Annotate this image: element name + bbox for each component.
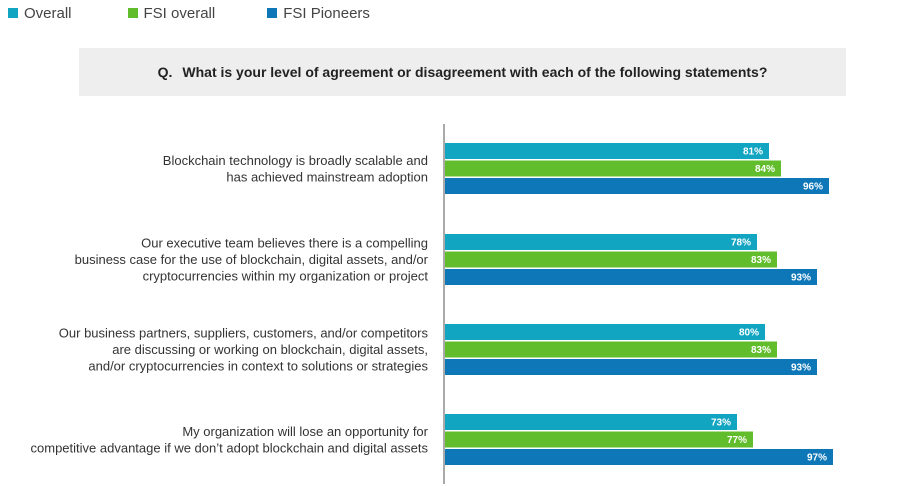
category-label-line: has achieved mainstream adoption bbox=[226, 169, 428, 184]
bar-value-label: 93% bbox=[791, 363, 811, 374]
bar-fsi-overall bbox=[445, 160, 781, 177]
bar-overall bbox=[445, 234, 757, 250]
legend-swatch-fsi-pioneers bbox=[267, 8, 278, 18]
bar-fsi-overall bbox=[445, 341, 777, 358]
question-prefix: Q. bbox=[157, 64, 173, 80]
legend-item-fsi-overall: FSI overall bbox=[127, 4, 216, 22]
bar-value-label: 73% bbox=[711, 418, 731, 429]
bar-value-label: 83% bbox=[751, 345, 771, 356]
legend-item-fsi-pioneers: FSI Pioneers bbox=[267, 5, 370, 22]
legend-label-fsi-pioneers: FSI Pioneers bbox=[283, 4, 370, 22]
category-label: Our executive team believes there is a c… bbox=[75, 236, 429, 284]
bar-value-label: 96% bbox=[803, 182, 823, 193]
question-text: Q. What is your level of agreement or dis… bbox=[158, 64, 768, 80]
legend-swatch-overall bbox=[8, 8, 18, 18]
bar-value-label: 93% bbox=[791, 273, 811, 284]
bar-value-label: 97% bbox=[807, 453, 827, 464]
category-label-line: Our executive team believes there is a c… bbox=[141, 236, 428, 251]
bar-fsi-pioneers bbox=[445, 359, 817, 375]
bar-value-label: 78% bbox=[731, 238, 751, 249]
bar-fsi-pioneers bbox=[445, 269, 817, 285]
bar-overall bbox=[445, 143, 769, 159]
category-label: My organization will lose an opportunity… bbox=[31, 424, 429, 456]
bar-fsi-pioneers bbox=[445, 449, 833, 465]
question-box: Q. What is your level of agreement or dis… bbox=[79, 48, 846, 96]
category-label: Blockchain technology is broadly scalabl… bbox=[163, 153, 428, 185]
legend-label-overall: Overall bbox=[24, 4, 72, 22]
bar-overall bbox=[445, 324, 765, 340]
bar-value-label: 83% bbox=[751, 255, 771, 266]
bar-value-label: 77% bbox=[727, 435, 747, 446]
bar-fsi-pioneers bbox=[445, 178, 829, 194]
category-label-line: business case for the use of blockchain,… bbox=[75, 252, 429, 267]
chart-legend: Overall FSI overall FSI Pioneers bbox=[8, 4, 370, 22]
category-label-line: Blockchain technology is broadly scalabl… bbox=[163, 153, 428, 168]
legend-item-overall: Overall bbox=[8, 5, 72, 22]
bar-value-label: 81% bbox=[743, 147, 763, 158]
category-label-line: cryptocurrencies within my organization … bbox=[143, 269, 429, 284]
bar-value-label: 80% bbox=[739, 328, 759, 339]
category-label-line: Our business partners, suppliers, custom… bbox=[59, 326, 429, 341]
question-statement: What is your level of agreement or disag… bbox=[182, 64, 768, 80]
category-label-line: My organization will lose an opportunity… bbox=[182, 424, 428, 439]
category-label-line: are discussing or working on blockchain,… bbox=[112, 342, 428, 357]
legend-label-fsi-overall: FSI overall bbox=[143, 4, 216, 22]
bar-fsi-overall bbox=[445, 251, 777, 268]
category-label-line: and/or cryptocurrencies in context to so… bbox=[88, 359, 428, 374]
bar-overall bbox=[445, 414, 737, 430]
category-label-line: competitive advantage if we don’t adopt … bbox=[31, 440, 429, 455]
legend-swatch-fsi-overall bbox=[127, 8, 138, 18]
bar-fsi-overall bbox=[445, 431, 753, 448]
category-label: Our business partners, suppliers, custom… bbox=[59, 326, 429, 374]
bar-value-label: 84% bbox=[755, 164, 775, 175]
